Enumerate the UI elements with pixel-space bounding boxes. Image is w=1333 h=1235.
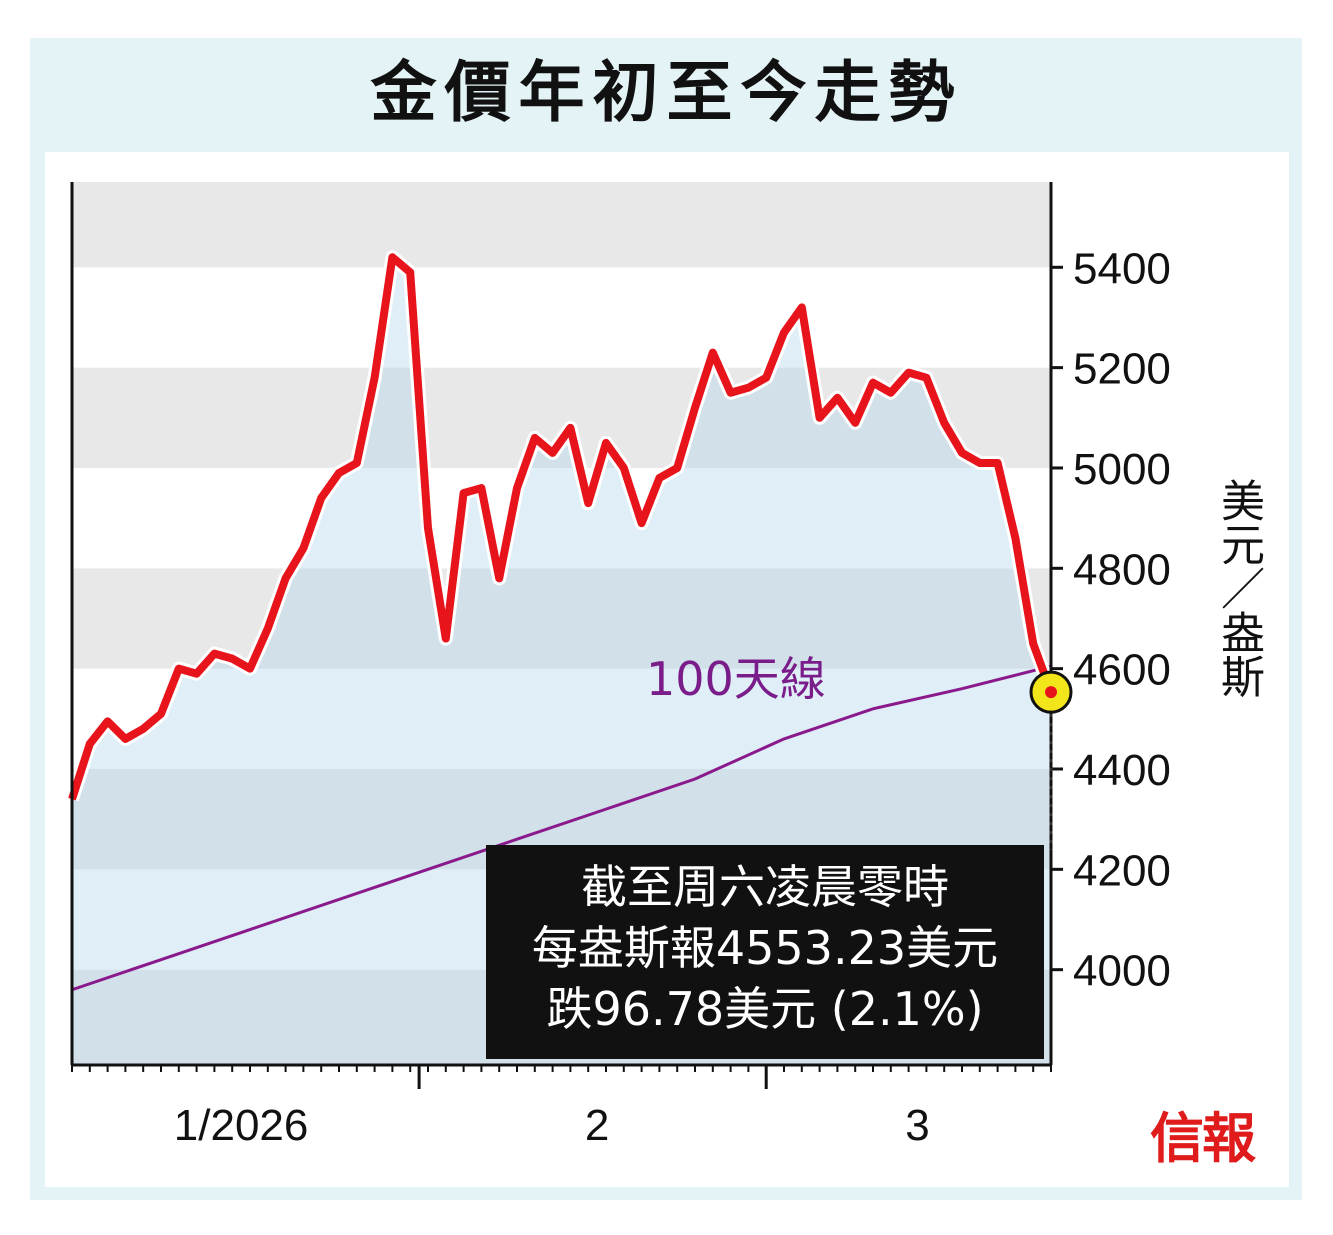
- note-line-3: 跌96.78美元 (2.1%): [546, 982, 984, 1036]
- chart-title: 金價年初至今走勢: [370, 54, 963, 131]
- note-line-2: 每盎斯報4553.23美元: [531, 921, 999, 975]
- y-tick-label: 4600: [1073, 646, 1171, 695]
- x-tick-labels: 1/2026 2 3: [174, 1101, 930, 1150]
- ma-100-line: [71, 664, 1052, 992]
- axes: [70, 182, 1063, 1089]
- x-tick-label: 2: [585, 1101, 609, 1150]
- hkej-logo: 信報: [1150, 1106, 1256, 1170]
- last-point-marker-group: [1029, 670, 1073, 850]
- y-tick-labels: 4000 4200 4400 4600 4800 5000 5200 5400: [1073, 244, 1171, 995]
- grid-band: [72, 267, 1051, 368]
- grid-band: [72, 467, 1051, 569]
- y-tick-label: 4000: [1073, 947, 1171, 996]
- y-tick-label: 5200: [1073, 345, 1171, 394]
- x-tick-label: 3: [905, 1101, 929, 1150]
- x-tick-label: 1/2026: [174, 1101, 309, 1150]
- price-line-group: [65, 250, 1058, 802]
- y-tick-label: 5400: [1073, 244, 1171, 293]
- y-tick-label: 4200: [1073, 846, 1171, 895]
- y-axis-unit-label: 美元／盎斯: [1213, 478, 1264, 698]
- y-tick-label: 4400: [1073, 746, 1171, 795]
- grid-band: [72, 568, 1051, 669]
- grid-band: [72, 182, 1051, 268]
- last-point-dot: [1045, 686, 1057, 699]
- grid-band: [72, 668, 1051, 769]
- price-line: [68, 253, 1055, 801]
- note-line-1: 截至周六凌晨零時: [581, 860, 949, 914]
- price-note-box: 截至周六凌晨零時 每盎斯報4553.23美元 跌96.78美元 (2.1%): [486, 845, 1044, 1059]
- ma-line-group: [71, 664, 1052, 992]
- y-tick-label: 5000: [1073, 445, 1171, 494]
- ma-100-label: 100天線: [646, 652, 826, 706]
- y-tick-label: 4800: [1073, 545, 1171, 594]
